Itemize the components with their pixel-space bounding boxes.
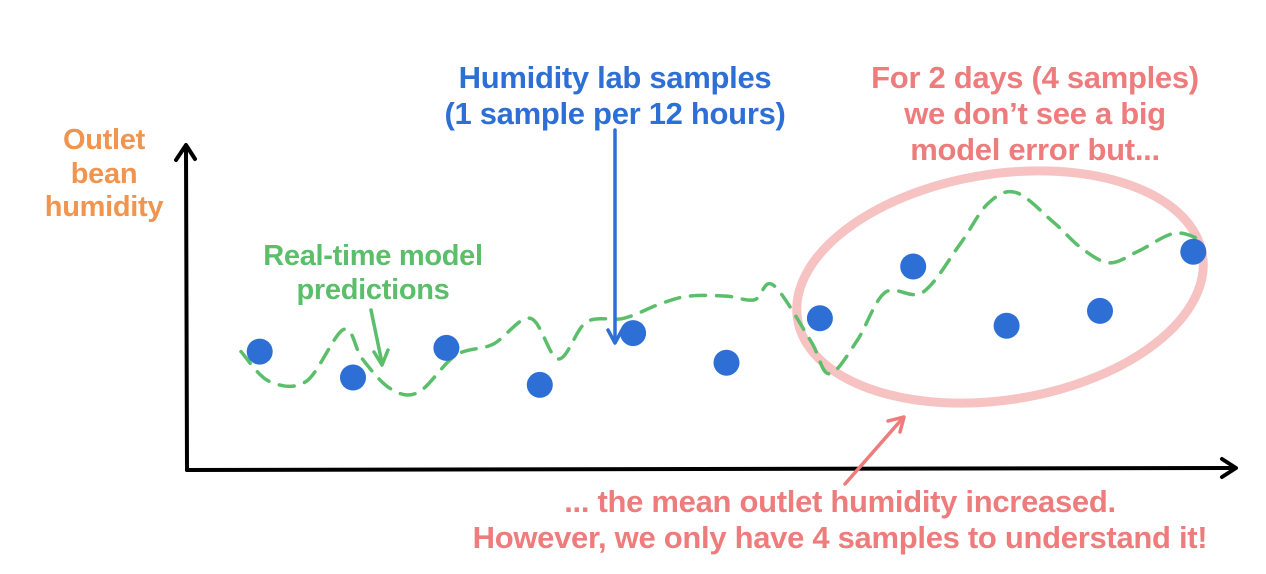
y-axis-label-line: Outlet (63, 124, 145, 156)
y-axis-arrowhead (174, 143, 197, 162)
callout-label: For 2 days (4 samples) we don’t see a bi… (835, 60, 1235, 168)
lab-sample-point (993, 312, 1020, 339)
highlight-ellipse (792, 166, 1208, 408)
callout-label-line: we don’t see a big (904, 95, 1166, 131)
lab-sample-point (900, 253, 927, 280)
x-axis (185, 466, 1234, 472)
lab-sample-point (1087, 297, 1113, 324)
conclusion-arrow (843, 415, 906, 486)
lab-sample-point (713, 349, 740, 376)
lab-sample-point (340, 364, 366, 391)
model-label-line: predictions (296, 273, 450, 306)
y-axis-label-line: bean (70, 157, 138, 190)
lab-sample-point (1180, 238, 1207, 265)
model-predictions-line (239, 189, 1205, 397)
lab-sample-point (433, 334, 460, 361)
lab-sample-point (620, 320, 647, 347)
model-label-arrow (369, 308, 390, 367)
lab-sample-point (246, 338, 273, 365)
conclusion-label-line: ... the mean outlet humidity increased. (564, 484, 1116, 519)
y-axis-label: Outlet bean humidity (20, 124, 188, 225)
callout-label-line: For 2 days (4 samples) (871, 60, 1199, 95)
conclusion-label: ... the mean outlet humidity increased. … (440, 484, 1240, 556)
conclusion-label-line: However, we only have 4 samples to under… (472, 519, 1208, 555)
y-axis-label-line: humidity (44, 191, 164, 224)
samples-label-line: (1 sample per 12 hours) (444, 95, 786, 131)
x-axis-arrowhead (1220, 457, 1238, 479)
lab-sample-point (526, 371, 553, 398)
samples-label-arrow (606, 128, 624, 345)
y-axis (184, 146, 189, 472)
model-predictions-label: Real-time model predictions (228, 240, 518, 307)
lab-sample-points (246, 238, 1207, 398)
axes (174, 143, 1238, 479)
lab-sample-point (806, 305, 833, 332)
model-label-line: Real-time model (263, 240, 483, 272)
samples-label-line: Humidity lab samples (458, 60, 772, 95)
lab-samples-label: Humidity lab samples (1 sample per 12 ho… (425, 60, 805, 132)
callout-label-line: model error but... (910, 131, 1160, 167)
